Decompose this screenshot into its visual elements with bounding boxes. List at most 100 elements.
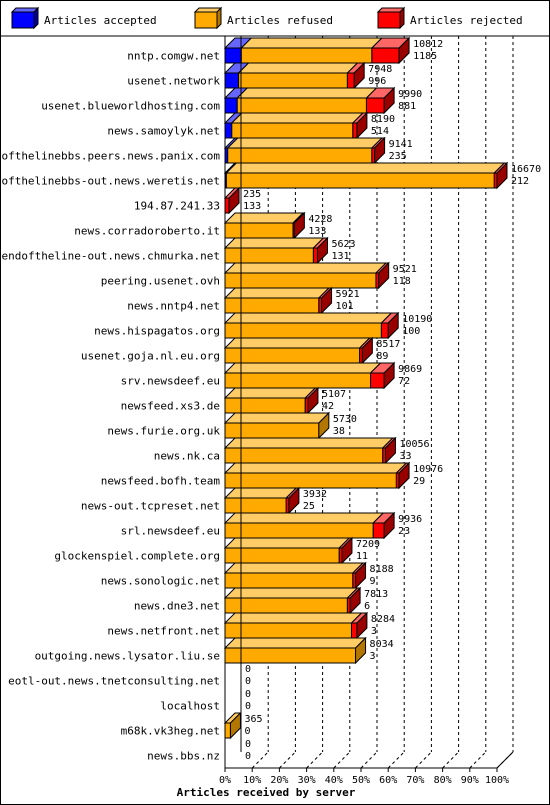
bar-segment-top <box>223 537 351 549</box>
value-total: 9521 <box>393 264 417 275</box>
bar-segment-front <box>224 97 238 114</box>
value-secondary: 0 <box>245 701 251 712</box>
bar-end-side <box>378 261 390 290</box>
server-label: usenet.network <box>127 75 220 88</box>
value-total: 7209 <box>356 539 380 550</box>
bar-segment-refused <box>230 112 365 139</box>
value-secondary: 514 <box>371 126 389 137</box>
bar-end-side <box>318 411 330 440</box>
value-total: 16670 <box>511 164 541 175</box>
value-total: 8517 <box>376 339 400 350</box>
value-total: 7813 <box>364 589 388 600</box>
gridline-floor <box>415 751 432 769</box>
bar-end-side <box>374 136 386 165</box>
x-axis: 0% 10% 20% 30% 40% 50% 60% 70% 80% 90% 100% <box>219 36 514 786</box>
value-secondary: 9 <box>370 576 376 587</box>
bar-segment-front <box>224 422 320 439</box>
bar-segment-front <box>224 247 314 264</box>
bar-end-side <box>288 486 300 515</box>
server-label: 194.87.241.33 <box>134 200 220 213</box>
value-total: 5730 <box>333 414 357 425</box>
value-total: 365 <box>244 714 262 725</box>
value-total: 5921 <box>336 289 360 300</box>
bar-segment-top <box>223 487 298 499</box>
bar-segment-front <box>352 122 358 139</box>
x-tick-label: 90% <box>461 775 479 786</box>
bar-segment-refused <box>223 512 385 539</box>
bar-segment-top <box>226 137 384 149</box>
legend-item-refused: Articles refused <box>193 6 333 30</box>
server-label: usenet.goja.nl.eu.org <box>81 350 220 363</box>
bar-end-side <box>387 311 399 340</box>
bar-segment-front <box>224 297 320 314</box>
bar-segment-front <box>371 47 400 64</box>
bar-end-side <box>349 586 361 615</box>
value-total: 10976 <box>413 464 443 475</box>
bar-segment-top <box>223 337 371 349</box>
value-secondary: 11 <box>356 551 368 562</box>
gridline-floor <box>306 751 323 769</box>
gridline-floor <box>387 751 405 769</box>
bar-segment-top <box>237 62 359 74</box>
value-secondary: 100 <box>402 326 420 337</box>
bar-segment-front <box>224 472 397 489</box>
bar-segment-front <box>227 147 373 164</box>
value-secondary: 131 <box>331 251 349 262</box>
value-secondary: 89 <box>376 351 388 362</box>
bar-segment-front <box>312 247 318 264</box>
legend-swatch-accepted <box>10 6 40 30</box>
bar-segment-refused <box>223 562 365 589</box>
value-secondary: 0 <box>245 676 251 687</box>
bar-segment-top <box>236 87 378 99</box>
bar-segment-top <box>223 237 325 249</box>
bar-end-side <box>383 86 395 115</box>
server-label: srl.newsdeef.eu <box>121 525 220 538</box>
bar-end-side <box>356 111 368 140</box>
server-label: news.dne3.net <box>134 600 220 613</box>
bar-segment-front <box>231 122 354 139</box>
x-tick-label: 70% <box>406 775 424 786</box>
bar-end-side <box>228 186 240 215</box>
bar-segment-top <box>225 162 506 174</box>
legend-label-refused: Articles refused <box>227 14 333 27</box>
value-secondary: 3 <box>371 626 377 637</box>
value-secondary: 42 <box>322 401 334 412</box>
server-label: eotl-out.news.tnetconsulting.net <box>8 675 220 688</box>
value-secondary: 33 <box>399 451 411 462</box>
server-label: endofthelinebbs-out.news.weretis.net <box>0 175 220 188</box>
bar-segment-front <box>224 397 306 414</box>
value-total: 4228 <box>308 214 332 225</box>
bar-segment-refused <box>223 287 331 314</box>
value-secondary: 996 <box>368 76 386 87</box>
value-secondary: 133 <box>308 226 326 237</box>
bar-segment-front <box>346 72 355 89</box>
bar-segment-top <box>223 387 317 399</box>
value-total: 10190 <box>402 314 432 325</box>
legend-swatch-refused <box>193 6 223 30</box>
value-total: 8284 <box>371 614 395 625</box>
bar-segment-refused <box>226 137 384 164</box>
server-label: news.nntp4.net <box>127 300 220 313</box>
x-tick-label: 50% <box>352 775 370 786</box>
bar-segment-refused <box>223 587 359 614</box>
bar-end-side <box>307 386 319 415</box>
bar-segment-front <box>224 372 372 389</box>
bar-segment-front <box>224 722 231 739</box>
bar-segment-refused <box>223 312 393 339</box>
bar-segment-refused <box>223 462 408 489</box>
bar-segment-refused <box>236 87 378 114</box>
bar-segment-refused <box>223 412 331 439</box>
value-total: 5107 <box>322 389 346 400</box>
server-label: news.corradoroberto.it <box>74 225 220 238</box>
bar-segment-front <box>350 622 358 639</box>
server-label: localhost <box>160 700 220 713</box>
value-secondary: 235 <box>389 151 407 162</box>
server-label: news.hispagatos.org <box>94 325 220 338</box>
bar-end-side <box>355 561 367 590</box>
value-secondary: 118 <box>393 276 411 287</box>
bar-end-side <box>383 361 395 390</box>
x-tick-label: 60% <box>379 775 397 786</box>
x-axis-depth-line <box>496 751 514 769</box>
server-label: news.sonologic.net <box>101 575 220 588</box>
server-label: glockenspiel.complete.org <box>54 550 220 563</box>
